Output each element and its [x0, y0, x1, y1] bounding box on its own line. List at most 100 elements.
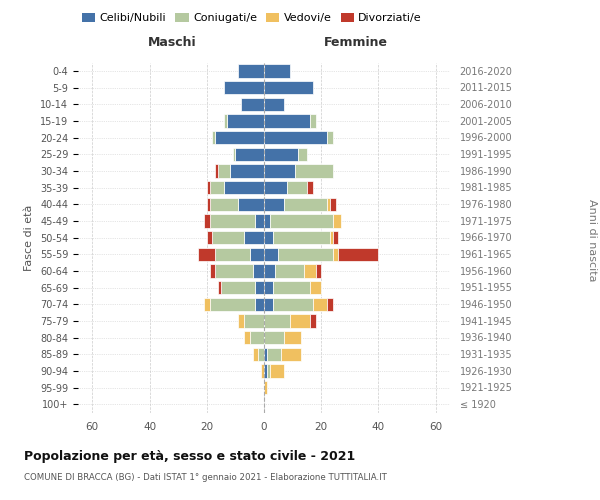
Bar	[330, 231, 332, 244]
Bar	[253, 348, 258, 361]
Bar	[264, 164, 295, 177]
Bar	[209, 214, 256, 228]
Bar	[212, 131, 215, 144]
Bar	[264, 331, 284, 344]
Bar	[272, 281, 310, 294]
Bar	[264, 64, 290, 78]
Bar	[212, 231, 244, 244]
Bar	[264, 314, 290, 328]
Bar	[338, 248, 379, 261]
Bar	[264, 131, 327, 144]
Bar	[224, 114, 227, 128]
Bar	[267, 364, 270, 378]
Bar	[264, 148, 298, 161]
Bar	[215, 131, 264, 144]
Bar	[253, 264, 264, 278]
Bar	[250, 331, 264, 344]
Bar	[264, 298, 272, 311]
Bar	[218, 164, 230, 177]
Bar	[227, 114, 264, 128]
Text: Maschi: Maschi	[148, 36, 197, 49]
Bar	[298, 148, 307, 161]
Bar	[218, 281, 221, 294]
Bar	[287, 181, 307, 194]
Bar	[304, 264, 316, 278]
Bar	[209, 181, 224, 194]
Bar	[281, 348, 301, 361]
Bar	[209, 298, 256, 311]
Bar	[204, 214, 209, 228]
Text: Popolazione per età, sesso e stato civile - 2021: Popolazione per età, sesso e stato civil…	[24, 450, 355, 463]
Bar	[327, 198, 330, 211]
Bar	[250, 248, 264, 261]
Bar	[264, 281, 272, 294]
Bar	[264, 114, 310, 128]
Bar	[215, 164, 218, 177]
Bar	[224, 181, 264, 194]
Bar	[310, 314, 316, 328]
Bar	[258, 348, 264, 361]
Bar	[261, 364, 264, 378]
Bar	[272, 231, 330, 244]
Bar	[256, 214, 264, 228]
Bar	[238, 314, 244, 328]
Bar	[224, 81, 264, 94]
Bar	[215, 248, 250, 261]
Bar	[278, 248, 332, 261]
Text: Anni di nascita: Anni di nascita	[587, 198, 597, 281]
Bar	[264, 348, 267, 361]
Bar	[244, 314, 264, 328]
Bar	[264, 231, 272, 244]
Bar	[238, 198, 264, 211]
Bar	[221, 281, 256, 294]
Bar	[310, 281, 321, 294]
Bar	[235, 148, 264, 161]
Bar	[270, 214, 332, 228]
Bar	[313, 298, 327, 311]
Bar	[264, 364, 267, 378]
Bar	[284, 198, 327, 211]
Bar	[215, 264, 253, 278]
Text: Femmine: Femmine	[323, 36, 388, 49]
Bar	[264, 381, 267, 394]
Bar	[209, 198, 238, 211]
Bar	[310, 114, 316, 128]
Bar	[264, 198, 284, 211]
Bar	[238, 64, 264, 78]
Bar	[264, 264, 275, 278]
Bar	[233, 148, 235, 161]
Bar	[264, 98, 284, 111]
Bar	[198, 248, 215, 261]
Bar	[270, 364, 284, 378]
Bar	[244, 231, 264, 244]
Bar	[295, 164, 332, 177]
Bar	[241, 98, 264, 111]
Y-axis label: Fasce di età: Fasce di età	[25, 204, 34, 270]
Bar	[267, 348, 281, 361]
Bar	[264, 214, 270, 228]
Bar	[207, 231, 212, 244]
Bar	[207, 181, 209, 194]
Bar	[264, 248, 278, 261]
Bar	[204, 298, 209, 311]
Bar	[332, 214, 341, 228]
Bar	[207, 198, 209, 211]
Bar	[307, 181, 313, 194]
Legend: Celibi/Nubili, Coniugati/e, Vedovi/e, Divorziati/e: Celibi/Nubili, Coniugati/e, Vedovi/e, Di…	[77, 8, 427, 28]
Bar	[256, 281, 264, 294]
Bar	[290, 314, 310, 328]
Bar	[316, 264, 321, 278]
Bar	[330, 198, 335, 211]
Bar	[284, 331, 301, 344]
Bar	[256, 298, 264, 311]
Bar	[264, 81, 313, 94]
Bar	[275, 264, 304, 278]
Bar	[230, 164, 264, 177]
Bar	[327, 298, 332, 311]
Text: COMUNE DI BRACCA (BG) - Dati ISTAT 1° gennaio 2021 - Elaborazione TUTTITALIA.IT: COMUNE DI BRACCA (BG) - Dati ISTAT 1° ge…	[24, 472, 387, 482]
Bar	[272, 298, 313, 311]
Bar	[209, 264, 215, 278]
Bar	[332, 248, 338, 261]
Bar	[327, 131, 332, 144]
Bar	[264, 181, 287, 194]
